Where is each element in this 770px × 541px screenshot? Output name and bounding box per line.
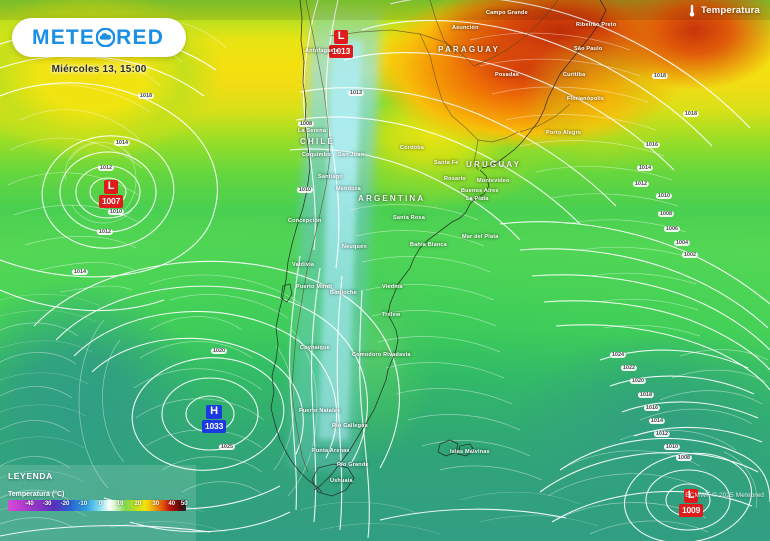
isobar-label: 1014 [71, 269, 89, 275]
pressure-center-value: 1013 [329, 45, 354, 58]
isobar-label: 1022 [620, 365, 638, 371]
pressure-center-l-1007: L 1007 [99, 180, 124, 208]
legend-panel: LEYENDA Temperatura (°C) -40 -30 -20 -10 0 10… [0, 465, 196, 541]
isobar-label: 1014 [648, 418, 666, 424]
legend-tick: 40 [168, 501, 176, 507]
isobar-label: 1008 [675, 455, 693, 461]
pressure-center-h-1033: H 1033 [202, 405, 227, 433]
cloud-icon [96, 28, 116, 47]
legend-colorbar: -40 -30 -20 -10 0 10 20 30 40 50 [8, 500, 188, 511]
pressure-center-l-1009: L 1009 [679, 489, 704, 517]
isobar-label: 1012 [97, 165, 115, 171]
logo-text-right: RED [116, 26, 165, 49]
isobar-label: 1010 [296, 187, 314, 193]
legend-tick: 50 [180, 501, 188, 507]
isobar-label: 1018 [637, 392, 655, 398]
isobar-label: 1008 [297, 121, 315, 127]
pressure-center-l-1013: L 1013 [329, 30, 354, 58]
isobar-label: 1012 [632, 181, 650, 187]
legend-subtitle: Temperatura (°C) [8, 491, 65, 498]
country-borders [291, 0, 571, 473]
brand-block: METE RED Miércoles 13, 15:00 [12, 18, 187, 75]
pressure-center-value: 1007 [99, 195, 124, 208]
legend-tick: -30 [42, 501, 52, 507]
copyright-notice: ECMWF © 2025 Meteored [685, 492, 764, 499]
isobar-label: 1010 [107, 209, 125, 215]
isobar-label: 1025 [218, 444, 236, 450]
isobar-label: 1018 [651, 73, 669, 79]
isobar-label: 1020 [210, 348, 228, 354]
isobar-label: 1016 [643, 142, 661, 148]
isobar-label: 1010 [663, 444, 681, 450]
legend-tick: -20 [60, 501, 70, 507]
legend-tick: 0 [98, 501, 103, 507]
logo-text: METE RED [32, 27, 164, 48]
coastlines [270, 0, 607, 497]
isobar-label: 1013 [347, 90, 365, 96]
meteored-logo[interactable]: METE RED [12, 18, 187, 57]
isobar-label: 1018 [682, 111, 700, 117]
pressure-center-letter: H [206, 405, 223, 419]
isobar-label: 1002 [681, 252, 699, 258]
pressure-center-letter: L [103, 180, 119, 194]
legend-tick: 30 [152, 501, 160, 507]
legend-title: LEYENDA [8, 471, 53, 481]
pressure-center-letter: L [333, 30, 349, 44]
isobar-label: 1016 [643, 405, 661, 411]
legend-tick: 20 [134, 501, 142, 507]
isobar-label: 1014 [113, 140, 131, 146]
isobar-label: 1014 [636, 165, 654, 171]
legend-tick: -40 [25, 501, 34, 507]
isobar-label: 1006 [663, 226, 681, 232]
isobar-label: 1012 [653, 431, 671, 437]
isobar-label: 1024 [609, 352, 627, 358]
pressure-center-value: 1033 [202, 420, 227, 433]
legend-tick: -10 [78, 501, 88, 507]
isobar-label: 1020 [629, 378, 647, 384]
isobar-label: 1010 [655, 193, 673, 199]
pressure-center-letter: L [683, 489, 699, 503]
isobar-label: 1008 [657, 211, 675, 217]
isobar-label: 1012 [96, 229, 114, 235]
pressure-center-value: 1009 [679, 504, 704, 517]
forecast-timestamp: Miércoles 13, 15:00 [51, 64, 147, 75]
legend-tick: 10 [116, 501, 124, 507]
isobar-label: 1004 [673, 240, 691, 246]
logo-text-left: METE [32, 26, 96, 49]
isobar-label: 1018 [137, 93, 155, 99]
